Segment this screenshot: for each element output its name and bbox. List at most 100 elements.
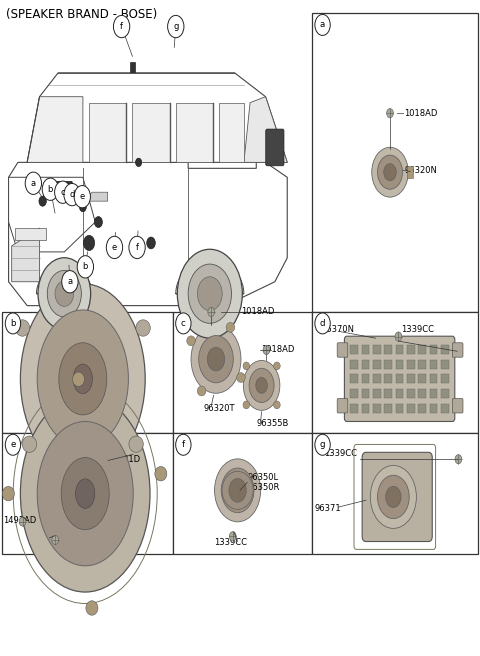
Bar <box>312 433 478 554</box>
Bar <box>419 359 426 369</box>
Bar <box>384 374 392 383</box>
Circle shape <box>395 332 402 341</box>
Bar <box>396 374 404 383</box>
Circle shape <box>315 14 330 35</box>
FancyBboxPatch shape <box>337 342 348 357</box>
Circle shape <box>106 236 122 258</box>
Text: 1339CC: 1339CC <box>214 539 247 547</box>
Circle shape <box>39 196 47 206</box>
Text: 96320N: 96320N <box>404 166 437 174</box>
Text: b: b <box>83 262 88 272</box>
Bar <box>350 389 358 398</box>
Bar <box>430 403 437 413</box>
Text: f: f <box>120 22 123 31</box>
Bar <box>430 374 437 383</box>
Circle shape <box>215 459 261 522</box>
Bar <box>130 62 135 72</box>
Circle shape <box>176 434 191 455</box>
Circle shape <box>168 15 184 37</box>
Circle shape <box>377 155 402 189</box>
Bar <box>419 345 426 354</box>
Bar <box>407 345 415 354</box>
Bar <box>362 403 370 413</box>
Ellipse shape <box>72 372 84 386</box>
Circle shape <box>19 517 26 526</box>
Circle shape <box>80 203 86 212</box>
Circle shape <box>84 236 95 251</box>
Bar <box>407 374 415 383</box>
Polygon shape <box>9 162 287 306</box>
Circle shape <box>315 313 330 334</box>
Ellipse shape <box>37 422 133 565</box>
Circle shape <box>386 487 401 508</box>
Ellipse shape <box>226 323 235 333</box>
Ellipse shape <box>237 373 245 382</box>
Circle shape <box>455 455 462 464</box>
Polygon shape <box>36 267 92 294</box>
Polygon shape <box>244 96 287 162</box>
Text: c: c <box>60 188 65 197</box>
Text: 1018AD: 1018AD <box>261 346 295 354</box>
Bar <box>396 345 404 354</box>
Text: f: f <box>182 440 185 449</box>
Circle shape <box>5 313 21 334</box>
Text: 96371: 96371 <box>314 504 341 513</box>
Bar <box>384 403 392 413</box>
FancyBboxPatch shape <box>452 398 463 413</box>
Ellipse shape <box>15 320 30 337</box>
Bar <box>384 389 392 398</box>
Bar <box>362 345 370 354</box>
Text: 96350L: 96350L <box>247 473 278 482</box>
Bar <box>419 374 426 383</box>
Text: c: c <box>181 319 186 328</box>
Bar <box>407 359 415 369</box>
Circle shape <box>243 360 280 411</box>
Bar <box>312 312 478 433</box>
Circle shape <box>384 164 396 181</box>
Text: 96320T: 96320T <box>204 404 235 413</box>
Circle shape <box>25 172 41 194</box>
Text: 96370N: 96370N <box>322 325 355 335</box>
Bar <box>396 403 404 413</box>
Text: 96331A: 96331A <box>89 318 124 327</box>
Ellipse shape <box>75 479 95 508</box>
FancyBboxPatch shape <box>266 129 284 166</box>
Polygon shape <box>9 177 95 252</box>
Ellipse shape <box>22 436 36 453</box>
Bar <box>419 403 426 413</box>
Text: d: d <box>320 319 325 328</box>
Text: 1339CC: 1339CC <box>324 449 357 459</box>
Circle shape <box>147 237 156 249</box>
Circle shape <box>207 348 225 371</box>
Bar <box>350 359 358 369</box>
Circle shape <box>229 479 246 502</box>
Ellipse shape <box>86 601 98 615</box>
Ellipse shape <box>155 466 167 481</box>
Circle shape <box>372 148 408 197</box>
Ellipse shape <box>20 283 145 474</box>
Circle shape <box>5 434 21 455</box>
Ellipse shape <box>274 362 280 370</box>
Circle shape <box>51 187 59 197</box>
Text: a: a <box>67 277 72 286</box>
Bar <box>362 374 370 383</box>
Text: (SPEAKER BRAND - BOSE): (SPEAKER BRAND - BOSE) <box>6 8 157 21</box>
Circle shape <box>197 277 222 310</box>
Circle shape <box>176 313 191 334</box>
Circle shape <box>221 468 254 513</box>
Bar <box>384 359 392 369</box>
Text: g: g <box>320 440 325 449</box>
Ellipse shape <box>59 342 107 415</box>
Circle shape <box>42 178 59 200</box>
Circle shape <box>38 258 91 330</box>
Text: b: b <box>48 185 53 194</box>
Ellipse shape <box>73 364 92 394</box>
Ellipse shape <box>20 395 150 592</box>
Polygon shape <box>132 103 169 162</box>
Text: e: e <box>80 192 85 201</box>
Text: a: a <box>320 20 325 30</box>
Ellipse shape <box>2 486 14 501</box>
Bar <box>350 403 358 413</box>
Text: 96350R: 96350R <box>247 483 279 491</box>
Polygon shape <box>27 96 83 162</box>
